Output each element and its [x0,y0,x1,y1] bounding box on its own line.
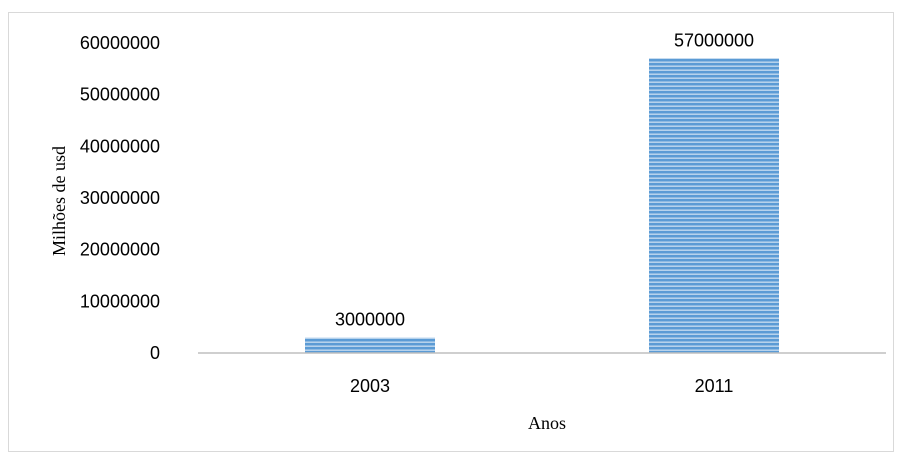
data-label-2003: 3000000 [335,310,405,330]
y-tick-label: 20000000 [80,240,160,260]
y-tick-label: 60000000 [80,33,160,53]
x-tick-label: 2011 [695,376,734,396]
y-tick-label: 40000000 [80,136,160,156]
data-labels: 3000000 57000000 [335,31,754,330]
bar-2011 [649,58,779,353]
y-tick-label: 30000000 [80,188,160,208]
x-axis-ticks: 2003 2011 [350,376,733,396]
y-axis-title: Milhões de usd [49,146,69,256]
bars [305,58,779,353]
x-axis-title: Anos [528,413,566,433]
y-tick-label: 10000000 [80,291,160,311]
y-axis-ticks: 0 10000000 20000000 30000000 40000000 5000000… [80,33,160,363]
bar-2003 [305,337,435,353]
y-tick-label: 50000000 [80,85,160,105]
data-label-2011: 57000000 [674,31,754,51]
y-tick-label: 0 [150,343,160,363]
chart-frame [8,12,894,452]
x-tick-label: 2003 [350,376,390,396]
